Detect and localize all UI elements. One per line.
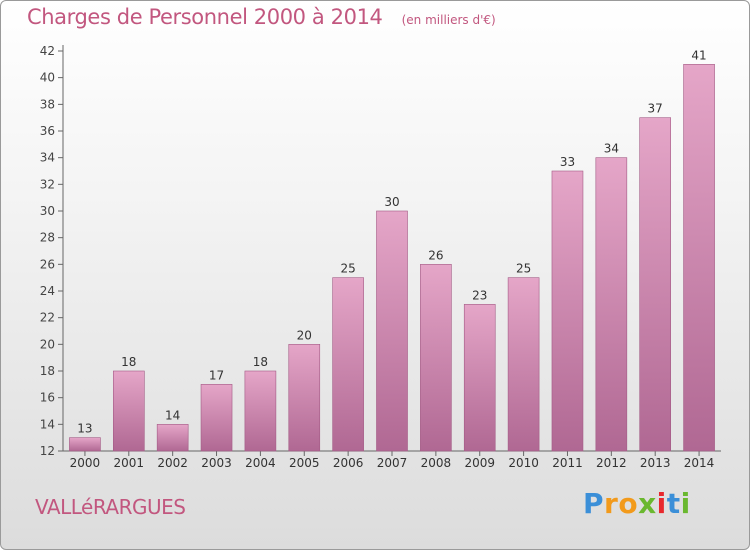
bar-2007 xyxy=(376,210,408,452)
x-tick-label: 2004 xyxy=(245,456,276,470)
data-label: 18 xyxy=(121,355,136,369)
x-tick-label: 2010 xyxy=(508,456,539,470)
data-label: 18 xyxy=(253,355,268,369)
y-tick-label: 32 xyxy=(40,177,55,191)
data-label: 20 xyxy=(297,328,312,342)
x-tick-label: 2003 xyxy=(201,456,232,470)
logo-letter: i xyxy=(680,487,691,520)
data-label: 14 xyxy=(165,408,180,422)
y-tick-label: 34 xyxy=(40,151,55,165)
data-label: 37 xyxy=(648,102,663,116)
y-tick-label: 12 xyxy=(40,444,55,458)
logo-letter: t xyxy=(666,487,681,520)
bar-2012 xyxy=(595,157,628,452)
x-tick-label: 2005 xyxy=(289,456,320,470)
logo-letter: x xyxy=(638,487,657,520)
logo-letter: r xyxy=(604,487,619,520)
logo-letter: P xyxy=(583,487,605,520)
bar-2009 xyxy=(463,304,496,452)
bar-2001 xyxy=(113,370,145,452)
axes: 12 14 16 18 20 22 24 26 28 30 32 34 36 38 40 42 2000 2001… xyxy=(40,44,721,470)
bar-2004 xyxy=(244,370,277,452)
logo-letter: i xyxy=(656,487,667,520)
x-tick-label: 2008 xyxy=(421,456,452,470)
x-tick-label: 2009 xyxy=(464,456,495,470)
data-label: 25 xyxy=(340,262,355,276)
x-tick-label: 2007 xyxy=(377,456,408,470)
bar-2010 xyxy=(507,277,540,452)
y-tick-label: 20 xyxy=(40,337,55,351)
data-label: 26 xyxy=(428,248,443,262)
data-label: 34 xyxy=(604,142,619,156)
y-tick-label: 36 xyxy=(40,124,55,138)
logo-letter: o xyxy=(618,487,639,520)
x-tick-label: 2006 xyxy=(333,456,364,470)
bar-2006 xyxy=(332,277,364,452)
y-tick-label: 18 xyxy=(40,364,55,378)
bar-2002 xyxy=(156,424,189,452)
proxiti-logo: Proxiti xyxy=(583,487,691,520)
x-tick-label: 2013 xyxy=(640,456,671,470)
data-label: 17 xyxy=(209,368,224,382)
data-label: 41 xyxy=(691,48,706,62)
bar-2005 xyxy=(288,344,321,452)
y-tick-label: 42 xyxy=(40,44,55,58)
bar-2008 xyxy=(420,264,452,452)
x-tick-label: 2012 xyxy=(596,456,627,470)
chart-title: Charges de Personnel 2000 à 2014 xyxy=(27,5,383,29)
bar-2014 xyxy=(683,64,715,452)
bars xyxy=(69,64,715,452)
bar-2003 xyxy=(200,384,233,452)
data-label: 30 xyxy=(384,195,399,209)
y-tick-label: 16 xyxy=(40,391,55,405)
y-tick-label: 22 xyxy=(40,311,55,325)
y-tick-label: 40 xyxy=(40,71,55,85)
x-tick-label: 2000 xyxy=(70,456,101,470)
bar-2000 xyxy=(69,437,101,452)
chart-subtitle: (en milliers d'€) xyxy=(401,13,496,27)
data-label: 25 xyxy=(516,262,531,276)
x-tick-label: 2001 xyxy=(114,456,145,470)
bar-2013 xyxy=(639,117,672,452)
data-labels: 13 18 14 17 18 20 25 30 26 23 25 33 34 37 41 xyxy=(77,48,706,435)
bar-2011 xyxy=(551,170,584,452)
x-tick-label: 2002 xyxy=(157,456,188,470)
title-row: Charges de Personnel 2000 à 2014 (en mil… xyxy=(27,5,496,29)
y-tick-label: 38 xyxy=(40,97,55,111)
y-tick-label: 28 xyxy=(40,231,55,245)
x-tick-label: 2011 xyxy=(552,456,583,470)
y-tick-label: 26 xyxy=(40,257,55,271)
y-tick-label: 30 xyxy=(40,204,55,218)
data-label: 23 xyxy=(472,288,487,302)
y-tick-label: 14 xyxy=(40,417,55,431)
data-label: 33 xyxy=(560,155,575,169)
commune-name: VALLéRARGUES xyxy=(35,495,186,519)
x-tick-label: 2014 xyxy=(684,456,715,470)
y-tick-label: 24 xyxy=(40,284,55,298)
data-label: 13 xyxy=(77,422,92,436)
